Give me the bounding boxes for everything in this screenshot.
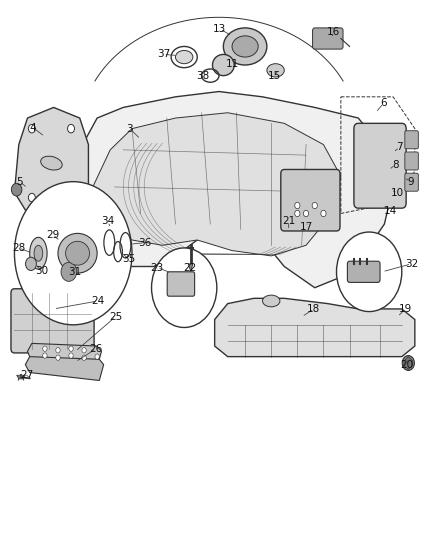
- Text: 14: 14: [384, 206, 398, 216]
- PathPatch shape: [28, 343, 102, 367]
- Polygon shape: [404, 357, 413, 369]
- FancyBboxPatch shape: [11, 289, 94, 353]
- Ellipse shape: [212, 54, 234, 76]
- Circle shape: [11, 183, 22, 196]
- Text: 23: 23: [151, 263, 164, 272]
- Circle shape: [336, 232, 402, 312]
- Circle shape: [304, 211, 309, 216]
- Text: 30: 30: [35, 266, 48, 276]
- Text: 10: 10: [391, 188, 404, 198]
- Text: 24: 24: [92, 296, 105, 306]
- Circle shape: [152, 248, 217, 327]
- Text: 38: 38: [196, 70, 209, 80]
- Circle shape: [312, 203, 318, 209]
- Text: 19: 19: [399, 304, 412, 314]
- Circle shape: [295, 211, 300, 216]
- PathPatch shape: [93, 113, 341, 256]
- Circle shape: [402, 356, 414, 370]
- Circle shape: [46, 159, 53, 167]
- FancyBboxPatch shape: [347, 261, 380, 282]
- Text: 34: 34: [101, 216, 114, 227]
- Text: 4: 4: [29, 123, 36, 133]
- Circle shape: [95, 354, 99, 359]
- Circle shape: [67, 193, 74, 202]
- Text: 6: 6: [380, 98, 387, 108]
- Ellipse shape: [66, 241, 89, 265]
- Circle shape: [69, 353, 73, 358]
- FancyBboxPatch shape: [167, 272, 194, 296]
- Circle shape: [43, 353, 47, 358]
- PathPatch shape: [215, 298, 415, 357]
- Ellipse shape: [262, 295, 280, 307]
- FancyBboxPatch shape: [405, 173, 418, 191]
- Text: 29: 29: [46, 230, 60, 240]
- Text: 8: 8: [392, 160, 399, 169]
- Polygon shape: [188, 264, 193, 272]
- Ellipse shape: [223, 28, 267, 65]
- FancyBboxPatch shape: [405, 152, 418, 170]
- Text: 11: 11: [226, 59, 239, 69]
- Text: 20: 20: [400, 360, 413, 369]
- Text: 35: 35: [122, 254, 135, 263]
- Text: 9: 9: [407, 176, 414, 187]
- Circle shape: [69, 346, 73, 351]
- Circle shape: [67, 124, 74, 133]
- FancyBboxPatch shape: [405, 131, 418, 149]
- Text: 25: 25: [109, 312, 122, 322]
- Ellipse shape: [176, 51, 193, 63]
- Text: 16: 16: [326, 27, 339, 37]
- Text: 18: 18: [307, 304, 321, 314]
- Polygon shape: [17, 375, 25, 379]
- Text: 32: 32: [405, 259, 418, 269]
- Text: 31: 31: [68, 267, 81, 277]
- Text: 21: 21: [282, 216, 295, 227]
- Circle shape: [295, 203, 300, 209]
- Circle shape: [28, 193, 35, 202]
- Text: 7: 7: [396, 142, 403, 152]
- PathPatch shape: [14, 108, 88, 224]
- Ellipse shape: [41, 156, 62, 170]
- Ellipse shape: [34, 245, 43, 261]
- Text: 37: 37: [157, 50, 170, 59]
- PathPatch shape: [25, 357, 104, 381]
- Text: 15: 15: [268, 70, 281, 80]
- FancyBboxPatch shape: [281, 169, 340, 231]
- Text: 27: 27: [20, 370, 33, 380]
- Text: 5: 5: [16, 176, 23, 187]
- Circle shape: [56, 355, 60, 360]
- Text: 28: 28: [12, 243, 25, 253]
- Circle shape: [82, 355, 86, 360]
- Ellipse shape: [30, 237, 47, 269]
- Ellipse shape: [58, 233, 97, 273]
- Circle shape: [14, 182, 132, 325]
- Circle shape: [82, 348, 86, 353]
- Text: 17: 17: [300, 222, 313, 232]
- Circle shape: [43, 346, 47, 351]
- Text: 3: 3: [127, 124, 133, 134]
- PathPatch shape: [67, 92, 393, 288]
- Ellipse shape: [232, 36, 258, 57]
- FancyBboxPatch shape: [354, 123, 406, 208]
- Ellipse shape: [25, 257, 36, 270]
- Text: 22: 22: [183, 263, 196, 272]
- Circle shape: [28, 124, 35, 133]
- Text: 13: 13: [213, 24, 226, 34]
- Ellipse shape: [267, 63, 284, 77]
- Circle shape: [61, 262, 77, 281]
- Text: 36: 36: [138, 238, 152, 248]
- Text: 26: 26: [90, 344, 103, 354]
- FancyBboxPatch shape: [313, 28, 343, 49]
- Circle shape: [56, 348, 60, 353]
- Circle shape: [321, 211, 326, 216]
